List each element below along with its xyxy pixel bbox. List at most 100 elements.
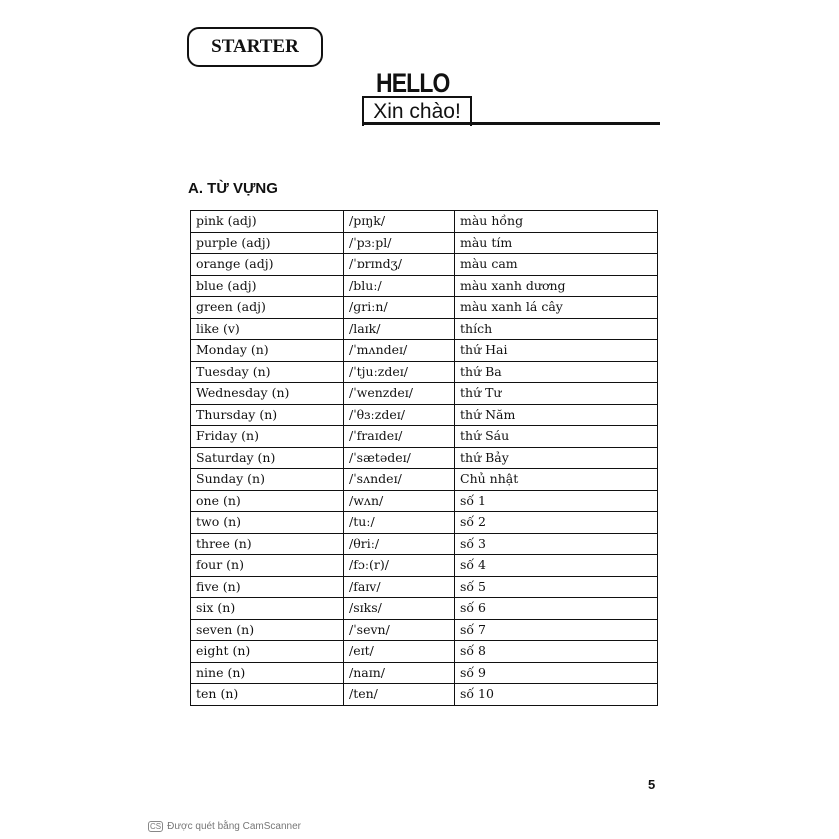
vocab-word: purple (adj) [190, 231, 344, 254]
vocab-row: Monday (n)/ˈmʌndeɪ/thứ Hai [190, 339, 658, 362]
vocab-meaning: màu tím [454, 231, 658, 254]
vocab-phonetic: /tuː/ [343, 511, 455, 534]
page-number: 5 [648, 777, 656, 792]
vocab-row: like (v)/laɪk/thích [190, 317, 658, 340]
vocab-phonetic: /ˈwenzdeɪ/ [343, 382, 455, 405]
vocab-phonetic: /sɪks/ [343, 597, 455, 620]
section-title: A. TỪ VỰNG [188, 180, 278, 197]
starter-badge: STARTER [187, 27, 323, 67]
vocab-phonetic: /bluː/ [343, 274, 455, 297]
vocab-phonetic: /ˈfraɪdeɪ/ [343, 425, 455, 448]
vocab-meaning: thứ Tư [454, 382, 658, 405]
vocab-row: Thursday (n)/ˈθɜːzdeɪ/thứ Năm [190, 403, 658, 426]
vocab-meaning: số 2 [454, 511, 658, 534]
vocab-row: blue (adj)/bluː/màu xanh dương [190, 274, 658, 297]
vocab-word: four (n) [190, 554, 344, 577]
vocab-meaning: thứ Hai [454, 339, 658, 362]
footer-text: Được quét bằng CamScanner [167, 821, 302, 832]
vocab-meaning: thứ Sáu [454, 425, 658, 448]
vocab-row: ten (n)/ten/số 10 [190, 683, 658, 706]
vocab-meaning: thích [454, 317, 658, 340]
vocab-word: Saturday (n) [190, 446, 344, 469]
vocab-word: orange (adj) [190, 253, 344, 276]
vocab-phonetic: /ˈsevn/ [343, 618, 455, 641]
vocab-word: ten (n) [190, 683, 344, 706]
vocab-meaning: số 7 [454, 618, 658, 641]
vocab-row: pink (adj)/pɪŋk/màu hồng [190, 210, 658, 233]
vocab-row: four (n)/fɔː(r)/số 4 [190, 554, 658, 577]
scanner-footer: CS Được quét bằng CamScanner [148, 821, 301, 832]
vocab-word: blue (adj) [190, 274, 344, 297]
vocab-phonetic: /ˈpɜːpl/ [343, 231, 455, 254]
vocab-meaning: số 6 [454, 597, 658, 620]
vocab-phonetic: /ɡriːn/ [343, 296, 455, 319]
vocab-word: five (n) [190, 575, 344, 598]
vocab-row: six (n)/sɪks/số 6 [190, 597, 658, 620]
vocab-word: Monday (n) [190, 339, 344, 362]
vocab-meaning: số 10 [454, 683, 658, 706]
vocab-word: Sunday (n) [190, 468, 344, 491]
vocab-word: nine (n) [190, 661, 344, 684]
vocab-phonetic: /ˈɒrɪndʒ/ [343, 253, 455, 276]
vocab-row: seven (n)/ˈsevn/số 7 [190, 618, 658, 641]
vocabulary-table: pink (adj)/pɪŋk/màu hồng purple (adj)/ˈpɜ… [190, 210, 658, 706]
vocab-word: one (n) [190, 489, 344, 512]
vocab-word: Thursday (n) [190, 403, 344, 426]
vocab-phonetic: /eɪt/ [343, 640, 455, 663]
vocab-meaning: số 8 [454, 640, 658, 663]
vocab-meaning: màu cam [454, 253, 658, 276]
lesson-subtitle: Xin chào! [362, 96, 472, 126]
vocab-row: one (n)/wʌn/số 1 [190, 489, 658, 512]
vocab-row: nine (n)/naɪn/số 9 [190, 661, 658, 684]
vocab-meaning: thứ Bảy [454, 446, 658, 469]
vocab-phonetic: /wʌn/ [343, 489, 455, 512]
vocab-word: three (n) [190, 532, 344, 555]
vocab-meaning: thứ Năm [454, 403, 658, 426]
vocab-row: purple (adj)/ˈpɜːpl/màu tím [190, 231, 658, 254]
vocab-row: Wednesday (n)/ˈwenzdeɪ/thứ Tư [190, 382, 658, 405]
vocab-phonetic: /laɪk/ [343, 317, 455, 340]
vocab-row: Tuesday (n)/ˈtjuːzdeɪ/thứ Ba [190, 360, 658, 383]
vocab-row: two (n)/tuː/số 2 [190, 511, 658, 534]
vocab-word: Friday (n) [190, 425, 344, 448]
vocab-meaning: màu xanh dương [454, 274, 658, 297]
vocab-row: eight (n)/eɪt/số 8 [190, 640, 658, 663]
vocab-phonetic: /ˈmʌndeɪ/ [343, 339, 455, 362]
vocab-phonetic: /ˈθɜːzdeɪ/ [343, 403, 455, 426]
camscanner-logo-icon: CS [148, 821, 164, 832]
vocab-word: pink (adj) [190, 210, 344, 233]
vocab-meaning: số 1 [454, 489, 658, 512]
lesson-title: HELLO [376, 68, 450, 98]
vocab-phonetic: /ˈtjuːzdeɪ/ [343, 360, 455, 383]
vocab-row: three (n)/θriː/số 3 [190, 532, 658, 555]
vocab-phonetic: /ten/ [343, 683, 455, 706]
vocab-row: Sunday (n)/ˈsʌndeɪ/Chủ nhật [190, 468, 658, 491]
vocab-word: Wednesday (n) [190, 382, 344, 405]
vocab-word: Tuesday (n) [190, 360, 344, 383]
vocab-row: orange (adj)/ˈɒrɪndʒ/màu cam [190, 253, 658, 276]
vocab-meaning: số 9 [454, 661, 658, 684]
vocab-word: like (v) [190, 317, 344, 340]
vocab-row: Saturday (n)/ˈsætədeɪ/thứ Bảy [190, 446, 658, 469]
vocab-phonetic: /naɪn/ [343, 661, 455, 684]
vocab-phonetic: /ˈsætədeɪ/ [343, 446, 455, 469]
vocab-word: six (n) [190, 597, 344, 620]
vocab-meaning: số 5 [454, 575, 658, 598]
vocab-meaning: số 3 [454, 532, 658, 555]
vocab-phonetic: /ˈsʌndeɪ/ [343, 468, 455, 491]
title-rule [362, 122, 660, 125]
vocab-row: Friday (n)/ˈfraɪdeɪ/thứ Sáu [190, 425, 658, 448]
vocab-phonetic: /θriː/ [343, 532, 455, 555]
vocab-meaning: màu hồng [454, 210, 658, 233]
vocab-meaning: số 4 [454, 554, 658, 577]
vocab-phonetic: /fɔː(r)/ [343, 554, 455, 577]
vocab-word: green (adj) [190, 296, 344, 319]
vocab-meaning: Chủ nhật [454, 468, 658, 491]
vocab-phonetic: /faɪv/ [343, 575, 455, 598]
vocab-row: green (adj)/ɡriːn/màu xanh lá cây [190, 296, 658, 319]
vocab-meaning: màu xanh lá cây [454, 296, 658, 319]
vocab-word: two (n) [190, 511, 344, 534]
vocab-word: eight (n) [190, 640, 344, 663]
vocab-meaning: thứ Ba [454, 360, 658, 383]
vocab-word: seven (n) [190, 618, 344, 641]
